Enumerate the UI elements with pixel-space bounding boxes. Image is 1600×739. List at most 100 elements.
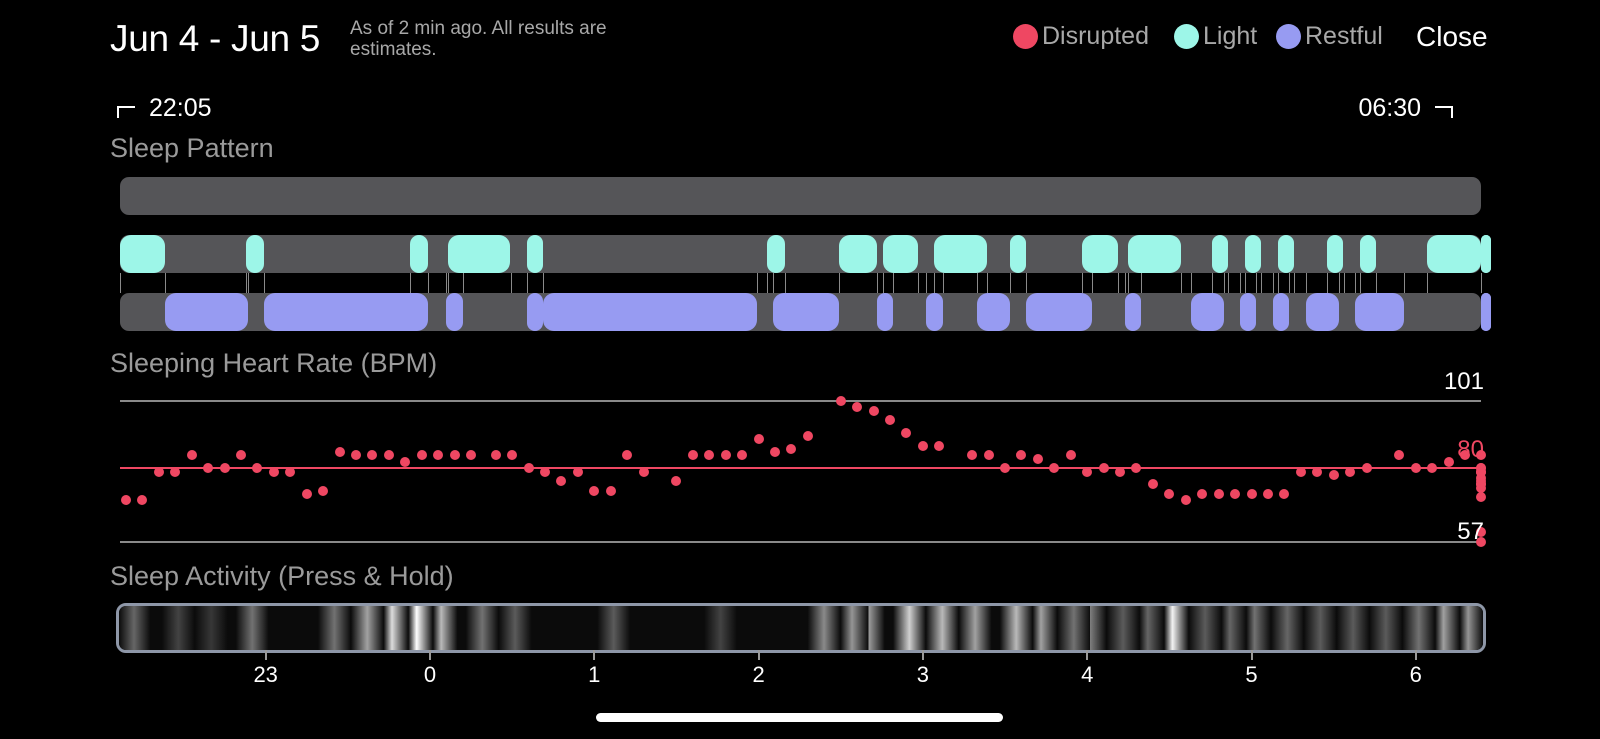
axis-tick-label: 6: [1409, 662, 1422, 687]
hr-data-point: [967, 450, 978, 461]
axis-tick: [264, 650, 267, 660]
axis-tick-label: 4: [1081, 662, 1094, 687]
hr-data-point: [1394, 450, 1405, 461]
hr-data-point: [1443, 456, 1454, 467]
hr-data-point: [301, 488, 312, 499]
hr-data-point: [1065, 450, 1076, 461]
hr-data-point: [901, 428, 912, 439]
hr-data-point: [1476, 537, 1486, 547]
hr-data-point: [186, 450, 197, 461]
hr-data-point: [885, 415, 896, 426]
activity-heatmap: [119, 606, 1483, 650]
hr-data-point: [1476, 527, 1486, 538]
hr-max-value: 101: [1443, 368, 1484, 395]
hr-data-point: [720, 450, 731, 461]
legend-label: Light: [1203, 22, 1258, 50]
hr-data-point: [268, 466, 279, 477]
axis-tick: [593, 650, 596, 660]
hr-data-point: [1147, 479, 1158, 490]
hr-data-point: [507, 450, 518, 461]
hr-data-point: [1361, 463, 1372, 474]
hr-data-point: [1410, 463, 1421, 474]
heart-rate-label: Sleeping Heart Rate (BPM): [110, 348, 438, 378]
hr-data-point: [1082, 466, 1093, 477]
hr-data-point: [252, 463, 263, 474]
home-indicator[interactable]: [596, 713, 1003, 722]
hr-data-point: [1032, 453, 1043, 464]
hr-data-point: [687, 450, 698, 461]
axis-tick: [921, 650, 924, 660]
hr-data-point: [737, 450, 748, 461]
hr-data-point: [1295, 466, 1306, 477]
hr-data-point: [334, 447, 345, 458]
hr-data-point: [622, 450, 633, 461]
hr-data-point: [1476, 466, 1486, 477]
axis-tick: [757, 650, 760, 660]
legend-disrupted: Disrupted: [1013, 22, 1149, 51]
axis-tick-label: 2: [752, 662, 765, 687]
hr-data-point: [1115, 466, 1126, 477]
hr-data-point: [1345, 466, 1356, 477]
hr-max-line: [120, 400, 1481, 402]
legend-restful: Restful: [1276, 22, 1383, 51]
hr-data-point: [770, 447, 781, 458]
bracket-end-icon: [1435, 106, 1453, 118]
axis-tick: [1086, 650, 1089, 660]
sleep-activity-label: Sleep Activity (Press & Hold): [110, 561, 454, 591]
hr-data-point: [540, 466, 550, 477]
hr-data-point: [383, 450, 394, 461]
hr-data-point: [1049, 463, 1060, 474]
hr-data-point: [490, 450, 501, 461]
hr-data-point: [318, 485, 329, 496]
hr-data-point: [835, 396, 846, 406]
hr-data-point: [868, 405, 879, 416]
disrupted-dot-icon: [1013, 24, 1038, 49]
axis-tick: [429, 650, 431, 660]
restful-dot-icon: [1276, 24, 1301, 49]
sleep-activity-bar[interactable]: [116, 603, 1486, 653]
hr-data-point: [852, 402, 863, 413]
legend-light: Light: [1174, 22, 1257, 51]
axis-tick-label: 3: [916, 662, 930, 687]
hr-data-point: [466, 450, 477, 461]
hr-data-point: [400, 456, 411, 467]
hr-data-point: [605, 485, 616, 496]
hr-data-point: [917, 440, 928, 451]
axis-tick-label: 5: [1245, 662, 1258, 687]
hr-data-point: [1000, 463, 1011, 474]
hr-data-point: [671, 476, 682, 487]
hr-data-point: [285, 466, 296, 477]
hr-data-point: [638, 466, 649, 477]
hr-data-point: [572, 466, 583, 477]
hr-data-point: [1279, 488, 1290, 499]
update-status-text: As of 2 min ago. All results are estimat…: [350, 18, 607, 60]
hr-data-point: [1016, 450, 1027, 461]
hr-data-point: [351, 450, 362, 461]
legend-label: Disrupted: [1042, 22, 1149, 50]
hr-data-point: [416, 450, 427, 461]
hr-data-point: [1213, 488, 1224, 499]
hr-data-point: [983, 450, 994, 461]
hr-data-point: [236, 450, 247, 461]
close-button[interactable]: Close: [1416, 21, 1488, 52]
hr-data-point: [367, 450, 378, 461]
hr-data-point: [1131, 463, 1142, 474]
hr-data-point: [704, 450, 715, 461]
disrupted-track: [120, 177, 1481, 215]
hr-data-point: [1246, 488, 1257, 499]
sleep-pattern-label: Sleep Pattern: [110, 133, 274, 163]
hr-data-point: [203, 463, 214, 474]
hr-data-point: [523, 463, 534, 474]
hr-data-point: [449, 450, 460, 461]
hr-data-point: [1460, 450, 1471, 461]
hr-data-point: [219, 463, 230, 474]
range-start-time: 22:05: [149, 94, 212, 122]
hr-data-point: [589, 485, 600, 496]
hr-data-point: [137, 495, 148, 506]
page-title: Jun 4 - Jun 5: [110, 18, 321, 59]
hr-data-point: [753, 434, 764, 445]
hr-data-point: [1098, 463, 1109, 474]
axis-tick-label: 0: [423, 662, 437, 687]
